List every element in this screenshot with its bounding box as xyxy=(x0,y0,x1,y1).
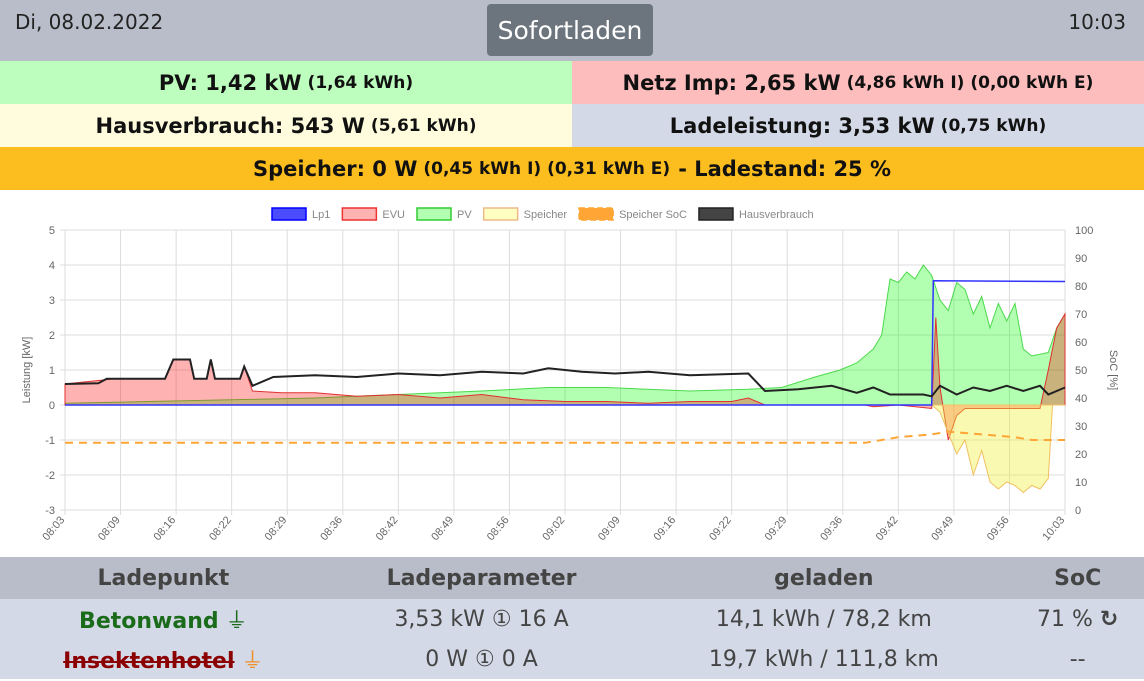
y2-tick-label: 10 xyxy=(1075,477,1087,489)
vehicle-soc: -- xyxy=(1011,639,1144,679)
x-tick-label: 08:36 xyxy=(318,514,345,543)
x-tick-label: 09:02 xyxy=(540,514,567,543)
series-speicher-soc-line xyxy=(65,430,1065,444)
x-tick-label: 09:42 xyxy=(874,514,901,543)
col-geladen: geladen xyxy=(636,557,1012,599)
x-tick-label: 09:22 xyxy=(707,514,734,543)
charge-params: 3,53 kW ① 16 A xyxy=(326,599,637,639)
date: Di, 08.02.2022 xyxy=(15,10,164,34)
battery-soc: - Ladestand: 25 % xyxy=(678,156,892,181)
y2-tick-label: 50 xyxy=(1075,365,1087,377)
legend-label: Hausverbrauch xyxy=(739,209,814,221)
y-tick-label: 4 xyxy=(49,260,55,272)
chargepoint-link[interactable]: Insektenhotel xyxy=(63,649,235,674)
x-tick-label: 08:29 xyxy=(263,514,290,543)
battery-label: Speicher: 0 W xyxy=(252,156,418,181)
y-tick-label: 2 xyxy=(49,330,55,342)
x-tick-label: 08:49 xyxy=(429,514,456,543)
legend-swatch xyxy=(271,207,307,221)
battery-summary: Speicher: 0 W (0,45 kWh I) (0,31 kWh E) - … xyxy=(0,147,1144,190)
col-ladepunkt: Ladepunkt xyxy=(0,557,327,599)
y2-tick-label: 0 xyxy=(1075,505,1081,517)
y2-axis-label: SoC [%] xyxy=(1107,350,1119,390)
plug-icon: ⏚ xyxy=(225,609,248,634)
y-tick-label: -2 xyxy=(45,470,55,482)
x-tick-label: 09:29 xyxy=(763,514,790,543)
y-tick-label: -1 xyxy=(45,435,55,447)
charged-amount: 19,7 kWh / 111,8 km xyxy=(636,639,1012,679)
series-hausverbrauch-line xyxy=(64,358,1066,398)
header-bar: Di, 08.02.2022 Sofortladen 10:03 xyxy=(0,0,1144,61)
pv-detail: (1,64 kWh) xyxy=(307,72,414,93)
chargepoint-name[interactable]: Betonwand ⏚ xyxy=(0,599,327,639)
x-tick-label: 09:56 xyxy=(985,514,1012,543)
series-lp1-line xyxy=(65,280,1066,406)
y2-tick-label: 30 xyxy=(1075,421,1087,433)
legend-label: EVU xyxy=(382,209,405,221)
x-tick-label: 10:03 xyxy=(1040,514,1067,543)
y-tick-label: 5 xyxy=(49,225,55,237)
x-tick-label: 08:03 xyxy=(40,514,67,543)
x-tick-label: 09:36 xyxy=(818,514,845,543)
legend-label: Speicher xyxy=(524,209,568,221)
x-tick-label: 09:09 xyxy=(596,514,623,543)
y-tick-label: 3 xyxy=(49,295,55,307)
legend-label: Lp1 xyxy=(312,209,330,221)
charge-points-table: Ladepunkt Ladeparameter geladen SoC Beto… xyxy=(0,557,1144,679)
house-detail: (5,61 kWh) xyxy=(370,115,477,136)
legend-swatch xyxy=(698,207,734,221)
series-speicher-area xyxy=(65,404,1065,494)
charged-amount: 14,1 kWh / 78,2 km xyxy=(636,599,1012,639)
house-label: Hausverbrauch: 543 W xyxy=(95,113,365,138)
legend-label: PV xyxy=(457,209,472,221)
y2-tick-label: 90 xyxy=(1075,253,1087,265)
y2-tick-label: 100 xyxy=(1075,225,1093,237)
charge-mode-button[interactable]: Sofortladen xyxy=(487,4,653,56)
legend-swatch xyxy=(482,207,519,221)
vehicle-soc: 71 % ↻ xyxy=(1011,599,1144,639)
grid-summary: Netz Imp: 2,65 kW (4,86 kWh I) (0,00 kWh … xyxy=(572,61,1144,104)
table-row: Betonwand ⏚ 3,53 kW ① 16 A 14,1 kWh / 78… xyxy=(0,599,1144,639)
x-tick-label: 08:56 xyxy=(485,514,512,543)
y2-tick-label: 40 xyxy=(1075,393,1087,405)
charging-summary: Ladeleistung: 3,53 kW (0,75 kWh) xyxy=(572,104,1144,147)
x-tick-label: 08:22 xyxy=(207,514,234,543)
grid-label: Netz Imp: 2,65 kW xyxy=(622,70,841,95)
pv-label: PV: 1,42 kW xyxy=(158,70,302,95)
legend-swatch xyxy=(578,207,614,221)
soc-value: 71 % xyxy=(1037,606,1093,632)
grid-detail: (4,86 kWh I) (0,00 kWh E) xyxy=(846,72,1094,93)
charging-detail: (0,75 kWh) xyxy=(940,115,1047,136)
y-axis-label: Leistung [kW] xyxy=(21,337,33,404)
y-tick-label: 0 xyxy=(49,400,55,412)
y-tick-label: -3 xyxy=(45,505,55,517)
pv-summary: PV: 1,42 kW (1,64 kWh) xyxy=(0,61,572,104)
x-tick-label: 08:16 xyxy=(152,514,179,543)
y2-tick-label: 20 xyxy=(1075,449,1087,461)
battery-detail: (0,45 kWh I) (0,31 kWh E) xyxy=(423,158,671,179)
charge-params: 0 W ① 0 A xyxy=(326,639,637,679)
chargepoint-link[interactable]: Betonwand xyxy=(79,609,219,634)
plug-icon: ⏚ xyxy=(241,649,264,674)
table-row: Insektenhotel ⏚ 0 W ① 0 A 19,7 kWh / 111… xyxy=(0,639,1144,679)
legend-swatch xyxy=(341,207,378,221)
y-tick-label: 1 xyxy=(49,365,55,377)
col-soc: SoC xyxy=(1011,557,1144,599)
charging-label: Ladeleistung: 3,53 kW xyxy=(669,113,935,138)
x-tick-label: 09:16 xyxy=(652,514,679,543)
legend-label: Speicher SoC xyxy=(619,209,687,221)
legend-swatch xyxy=(416,207,452,221)
x-tick-label: 08:09 xyxy=(96,514,123,543)
col-ladeparameter: Ladeparameter xyxy=(326,557,637,599)
chargepoint-name[interactable]: Insektenhotel ⏚ xyxy=(0,639,327,679)
y2-tick-label: 70 xyxy=(1075,309,1087,321)
house-summary: Hausverbrauch: 543 W (5,61 kWh) xyxy=(0,104,572,147)
y2-tick-label: 80 xyxy=(1075,281,1087,293)
refresh-icon[interactable]: ↻ xyxy=(1099,606,1119,632)
y2-tick-label: 60 xyxy=(1075,337,1087,349)
x-tick-label: 08:42 xyxy=(374,514,401,543)
time: 10:03 xyxy=(1068,10,1126,34)
x-tick-label: 09:49 xyxy=(929,514,956,543)
